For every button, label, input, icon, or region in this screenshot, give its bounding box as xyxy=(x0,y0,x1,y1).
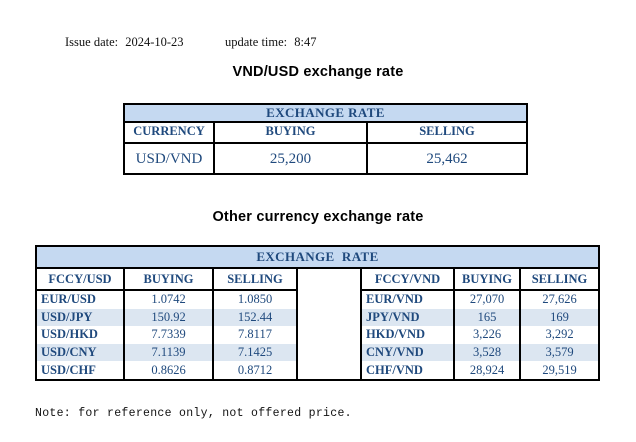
selling-cell: 25,462 xyxy=(426,151,468,167)
other-table-body: FCCY/USD BUYING SELLING EUR/USD 1.0742 1… xyxy=(37,269,598,379)
table-row: USD/CNY 7.1139 7.1425 xyxy=(37,343,296,362)
fccy-vnd-header-row: FCCY/VND BUYING SELLING xyxy=(362,269,598,291)
pair-cell: USD/CHF xyxy=(37,361,125,379)
issue-date-label: Issue date: xyxy=(65,35,122,49)
update-time: update time: 8:47 xyxy=(225,35,321,50)
col-header-selling: SELLING xyxy=(531,272,588,286)
col-header-buying: BUYING xyxy=(215,123,368,142)
col-header-selling: SELLING xyxy=(419,124,475,138)
table-row: CHF/VND 28,924 29,519 xyxy=(362,361,598,379)
buying-cell: 165 xyxy=(455,308,521,327)
table-row: USD/JPY 150.92 152.44 xyxy=(37,308,296,327)
selling-cell: 3,292 xyxy=(545,327,574,342)
buying-cell: 3,226 xyxy=(455,326,521,344)
usd-exchange-table: EXCHANGE RATE CURRENCY BUYING SELLING US… xyxy=(123,103,528,175)
pair-cell: JPY/VND xyxy=(362,308,455,327)
issue-date: Issue date: 2024-10-23 xyxy=(65,35,188,50)
fccy-vnd-section: FCCY/VND BUYING SELLING EUR/VND 27,070 2… xyxy=(362,269,598,379)
update-time-label: update time: xyxy=(225,35,291,49)
selling-cell: 29,519 xyxy=(542,362,577,377)
table-row: CNY/VND 3,528 3,579 xyxy=(362,343,598,362)
pair-cell: CHF/VND xyxy=(362,361,455,379)
usd-table-title: VND/USD exchange rate xyxy=(232,64,404,80)
pair-cell: USD/CNY xyxy=(37,343,125,362)
usd-table-header-row: CURRENCY BUYING SELLING xyxy=(125,123,526,144)
pair-cell: EUR/USD xyxy=(37,291,125,309)
buying-cell: 1.0742 xyxy=(125,291,214,309)
buying-cell: 3,528 xyxy=(455,343,521,362)
other-exchange-table: EXCHANGE RATE FCCY/USD BUYING SELLING EU… xyxy=(35,245,600,381)
buying-cell: 28,924 xyxy=(455,361,521,379)
pair-cell: CNY/VND xyxy=(362,343,455,362)
pair-cell: USD/JPY xyxy=(37,308,125,327)
fccy-usd-section: FCCY/USD BUYING SELLING EUR/USD 1.0742 1… xyxy=(37,269,298,379)
buying-cell: 27,070 xyxy=(455,291,521,309)
pair-cell: USD/HKD xyxy=(37,326,125,344)
selling-cell: 169 xyxy=(550,309,569,324)
col-header-fccy-usd: FCCY/USD xyxy=(37,269,125,289)
selling-cell: 27,626 xyxy=(542,292,577,307)
pair-cell: HKD/VND xyxy=(362,326,455,344)
col-header-fccy-vnd: FCCY/VND xyxy=(362,269,455,289)
table-row: HKD/VND 3,226 3,292 xyxy=(362,326,598,344)
buying-cell: 150.92 xyxy=(125,308,214,327)
usd-table-banner: EXCHANGE RATE xyxy=(125,105,526,123)
selling-cell: 0.8712 xyxy=(237,362,273,377)
table-row: JPY/VND 165 169 xyxy=(362,308,598,327)
spacer-column xyxy=(298,269,362,379)
update-time-value: 8:47 xyxy=(294,35,317,49)
pair-cell: USD/VND xyxy=(125,144,215,175)
other-table-title: Other currency exchange rate xyxy=(212,209,424,225)
selling-cell: 152.44 xyxy=(237,309,273,324)
issue-date-value: 2024-10-23 xyxy=(125,35,184,49)
col-header-buying: BUYING xyxy=(125,269,214,289)
selling-cell: 3,579 xyxy=(545,345,574,360)
table-row: EUR/USD 1.0742 1.0850 xyxy=(37,291,296,309)
note: Note: for reference only, not offered pr… xyxy=(35,407,352,420)
buying-cell: 7.1139 xyxy=(125,343,214,362)
pair-cell: EUR/VND xyxy=(362,291,455,309)
fccy-usd-header-row: FCCY/USD BUYING SELLING xyxy=(37,269,296,291)
table-row: USD/HKD 7.7339 7.8117 xyxy=(37,326,296,344)
table-row: USD/CHF 0.8626 0.8712 xyxy=(37,361,296,379)
table-row: EUR/VND 27,070 27,626 xyxy=(362,291,598,309)
selling-cell: 7.1425 xyxy=(237,345,273,360)
buying-cell: 0.8626 xyxy=(125,361,214,379)
selling-cell: 7.8117 xyxy=(238,327,272,342)
table-row: USD/VND 25,200 25,462 xyxy=(125,144,526,175)
col-header-currency: CURRENCY xyxy=(125,123,215,142)
selling-cell: 1.0850 xyxy=(237,292,273,307)
other-table-banner: EXCHANGE RATE xyxy=(37,247,598,269)
col-header-selling: SELLING xyxy=(227,272,283,286)
col-header-buying: BUYING xyxy=(455,269,521,289)
buying-cell: 7.7339 xyxy=(125,326,214,344)
buying-cell: 25,200 xyxy=(215,144,368,175)
